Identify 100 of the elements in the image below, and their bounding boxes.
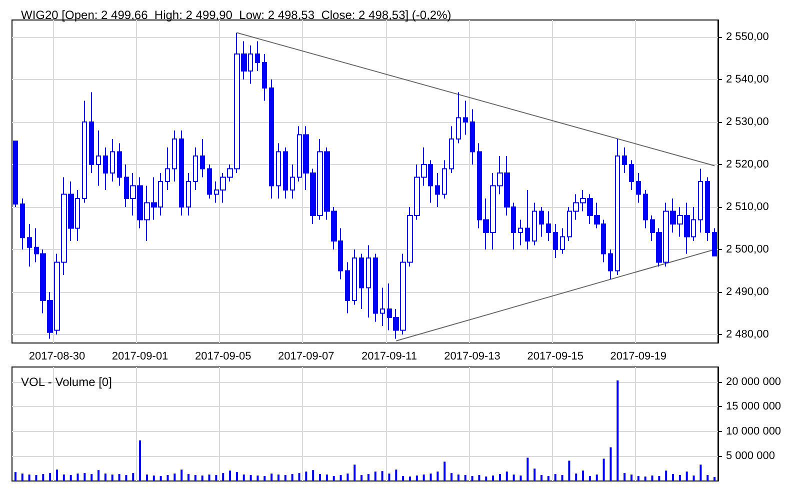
bar [534,468,536,481]
bar [111,474,114,481]
bar [284,475,286,481]
y-tick-label: 2 540,00 [726,74,769,86]
bar [395,470,398,481]
bar [644,476,646,481]
candlestick [110,138,115,182]
bar [596,474,598,481]
candlestick [186,172,191,216]
bar [215,475,218,481]
candlestick [193,147,198,190]
candlestick [615,138,620,276]
bar [637,476,640,481]
candlestick [276,142,281,199]
bar [264,476,266,481]
bar [298,473,300,481]
bar [242,474,245,481]
y-tick-label: 5 000 000 [726,450,775,462]
bar [408,476,411,481]
x-tick-label: 2017-09-05 [194,350,252,362]
candlestick [532,202,537,246]
candlestick [255,40,260,72]
candlestick [560,228,565,254]
bar [42,474,44,481]
y-tick-label: 2 550,00 [726,31,769,43]
bar [485,476,488,481]
bar [319,474,322,481]
candlestick [283,147,288,199]
bar [561,475,564,481]
bar [104,474,106,481]
bar [229,470,232,481]
bar [312,470,314,481]
x-tick-label: 2017-09-01 [112,350,168,362]
bar [277,474,280,481]
bar [90,474,93,481]
candlestick [290,164,295,199]
bar [291,474,294,481]
text: VOL - Volume [0] [21,375,112,389]
bar [270,474,273,481]
bar [588,476,591,481]
bar [256,476,259,481]
bar [450,473,453,481]
candlestick [705,176,710,242]
bar [575,474,578,481]
candlestick [608,249,613,280]
bar [520,476,522,481]
bar [35,475,38,481]
bar [56,470,58,481]
x-tick-label: 2017-08-30 [28,350,86,362]
candlestick [463,100,468,136]
candlestick [546,210,551,242]
y-tick-label: 2 490,00 [726,286,769,298]
bar [540,475,542,481]
bar [98,470,100,481]
bar [381,471,384,481]
y-tick-label: 2 530,00 [726,116,769,128]
bar [188,474,190,481]
bar [388,474,390,481]
candlestick [380,287,385,326]
bar [665,470,668,481]
bar [166,475,169,481]
x-tick-label: 2017-09-11 [362,350,417,362]
candlestick [636,172,641,204]
candlestick [518,219,523,246]
bar [354,464,356,481]
bar [686,472,688,481]
bar [616,380,619,481]
bar [236,472,238,481]
candlestick [27,224,32,267]
bar [180,470,183,481]
candlestick [622,147,627,174]
bar [492,476,494,481]
bar [160,476,162,481]
bar [526,458,529,481]
bar [28,474,30,481]
bar [346,474,349,481]
y-tick-label: 2 500,00 [726,244,769,256]
bar [250,475,252,481]
bar [706,475,709,481]
bar [402,476,404,481]
bar [610,447,612,481]
candlestick [366,244,371,318]
bar [422,474,425,481]
bar [512,474,515,481]
bar [444,462,446,481]
bar [76,474,79,481]
chart-title: WIG20 [Open: 2 499,66 High: 2 499,90 Low: 2 498,53 Close: 2 498,53] (-0,2%) [21,8,452,22]
bar [208,474,210,481]
bar [139,440,142,481]
candlestick [373,253,378,322]
candlestick [629,160,634,190]
candlestick [262,54,267,102]
x-tick-label: 2017-09-07 [278,350,334,362]
bar [624,473,626,481]
bar [714,477,716,481]
bar [125,475,128,481]
bar [367,474,370,481]
bar [506,472,508,481]
candlestick [96,130,101,186]
candlestick [172,130,177,182]
